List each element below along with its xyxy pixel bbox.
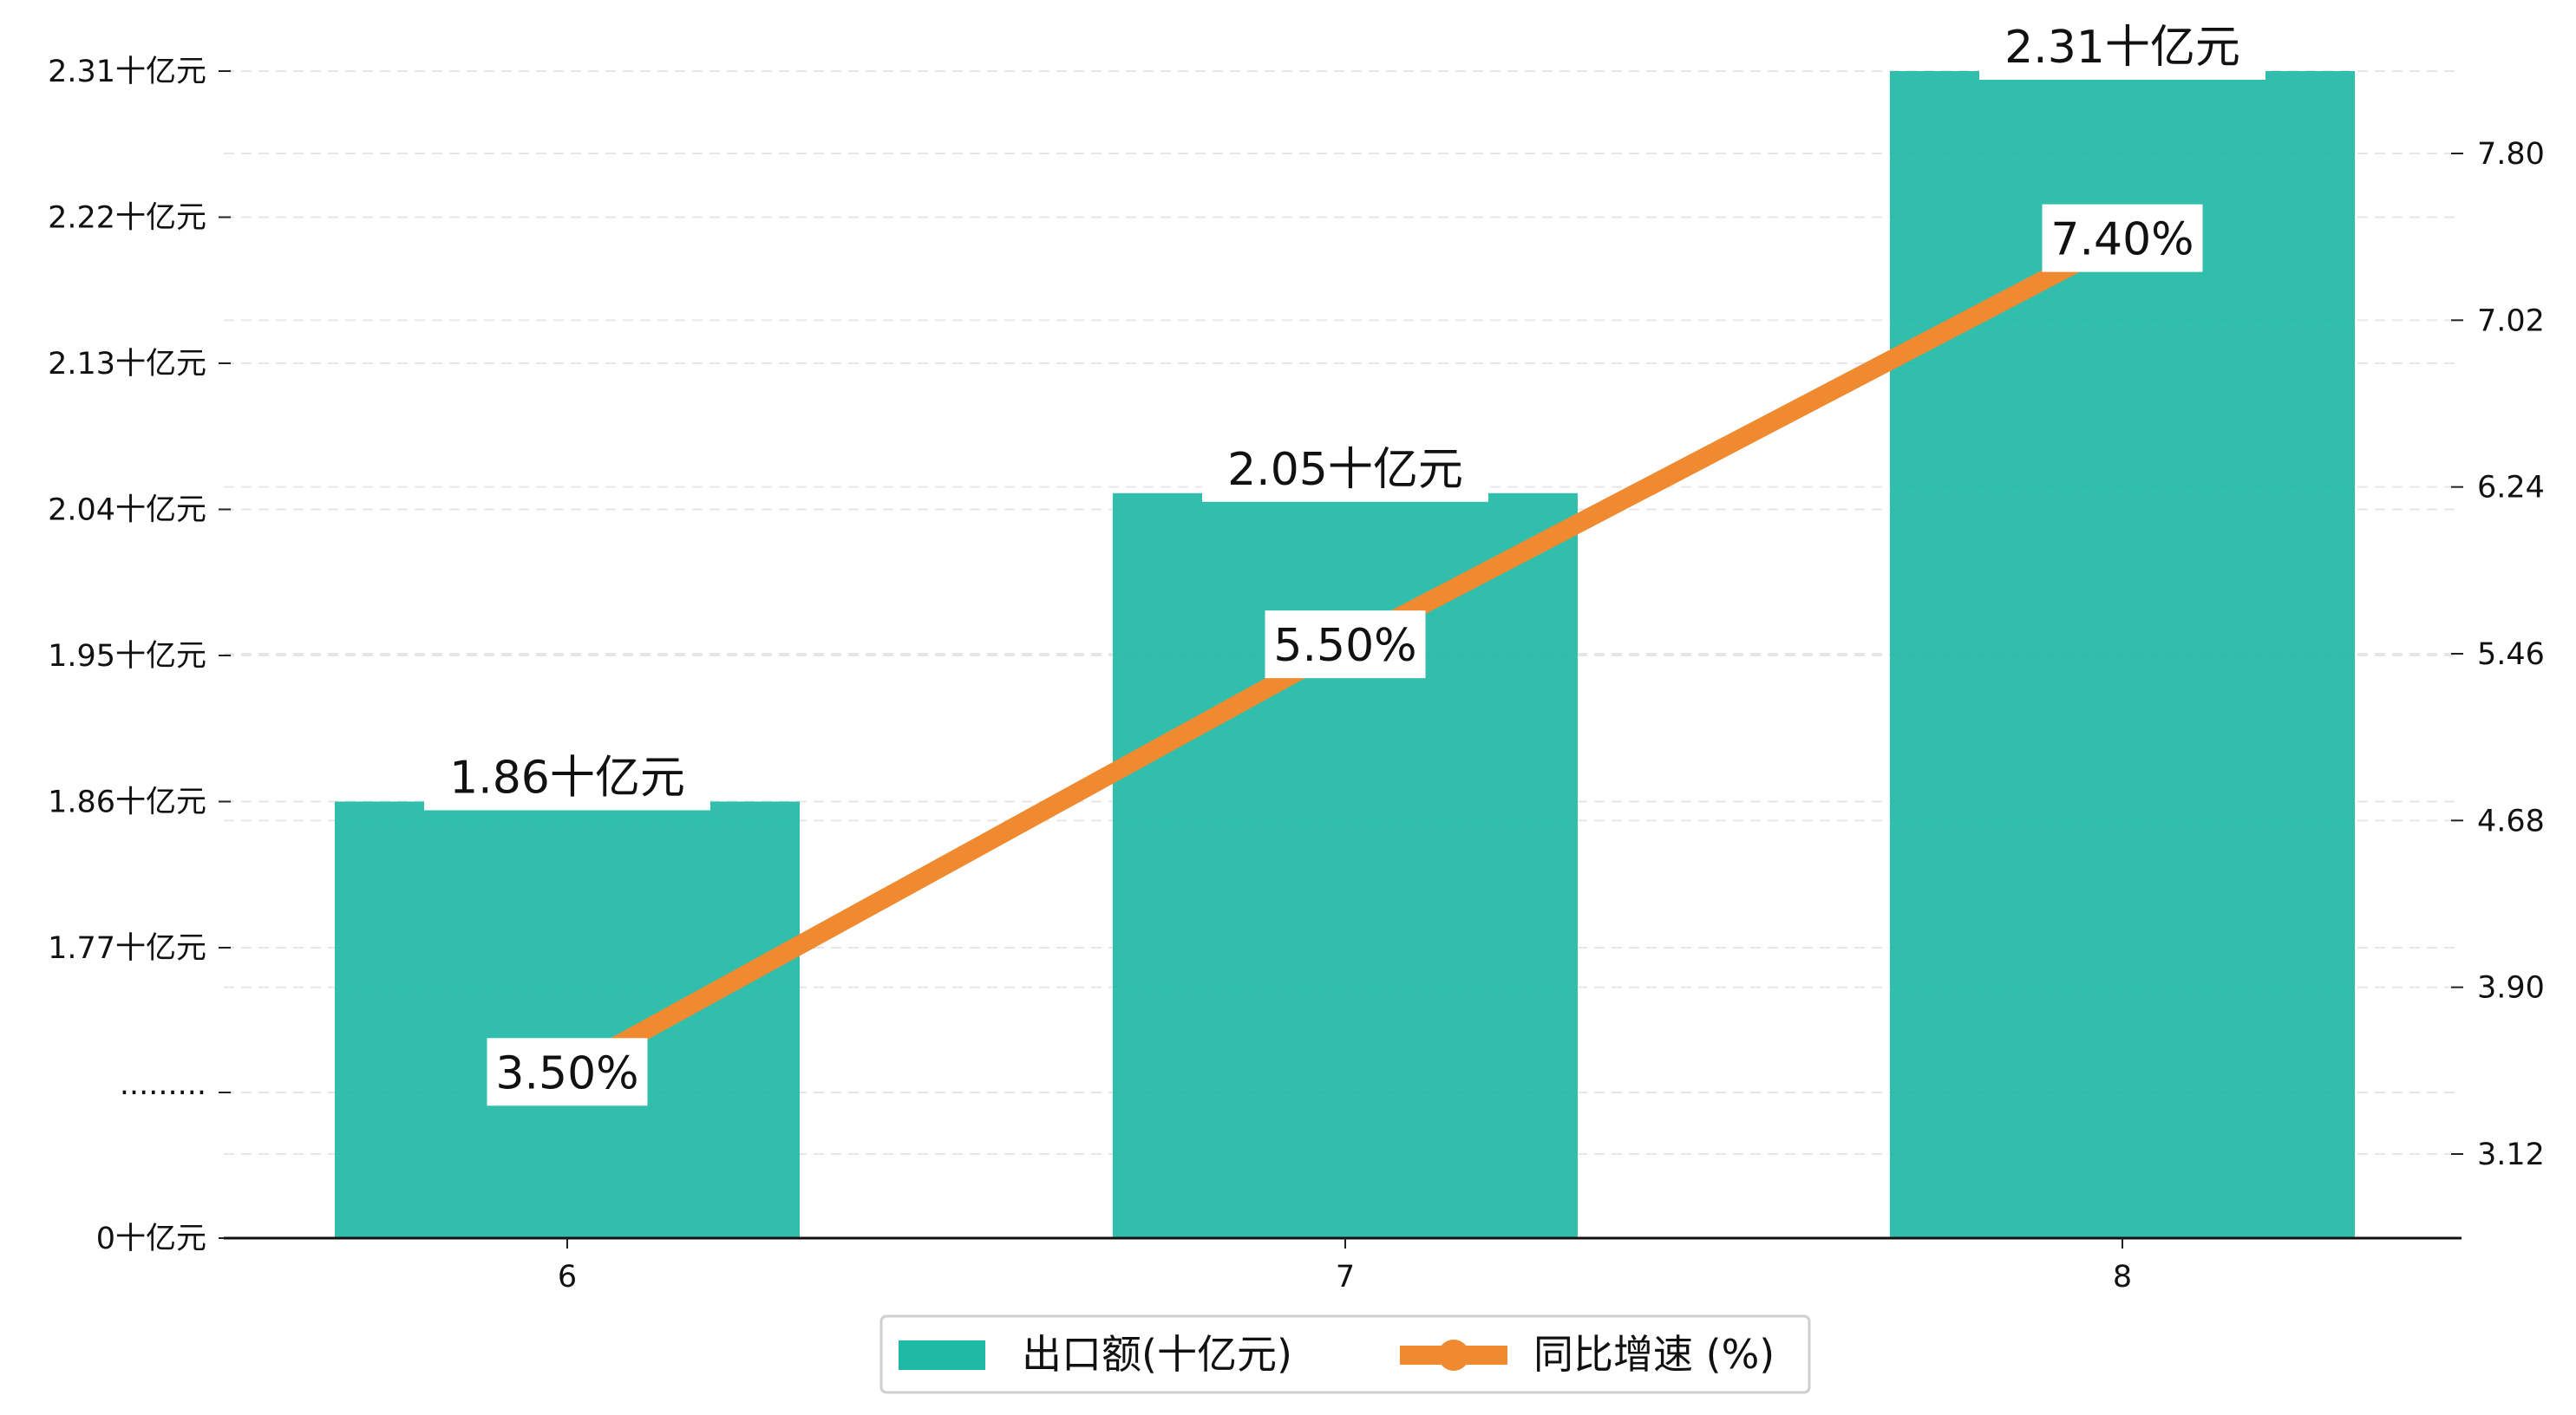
x-tick-label: 7 bbox=[1336, 1260, 1355, 1294]
legend-swatch-bar bbox=[899, 1340, 985, 1370]
bar-value-label-box bbox=[1979, 12, 2265, 80]
x-tick-label: 8 bbox=[2113, 1260, 2132, 1294]
left-tick-label: 1.95十亿元 bbox=[48, 639, 206, 674]
right-tick-label: 3.90 bbox=[2477, 971, 2545, 1006]
line-value-label: 5.50% bbox=[1273, 620, 1416, 672]
legend-label-line: 同比增速 (%) bbox=[1533, 1331, 1775, 1378]
legend-box bbox=[879, 1314, 1811, 1394]
line-value-label: 7.40% bbox=[2050, 214, 2194, 266]
line-value-label-box bbox=[1265, 610, 1426, 679]
left-tick-label: 1.86十亿元 bbox=[48, 786, 206, 820]
line-value-label-box bbox=[487, 1038, 648, 1106]
x-tick-label: 6 bbox=[558, 1260, 577, 1294]
legend: 出口额(十亿元) 同比增速 (%) bbox=[879, 1314, 1811, 1394]
bar bbox=[335, 801, 800, 1238]
legend-label-bar: 出口额(十亿元) bbox=[1022, 1331, 1292, 1378]
right-tick-label: 3.12 bbox=[2477, 1138, 2545, 1172]
line-value-label: 3.50% bbox=[495, 1047, 638, 1099]
bar-value-label: 1.86十亿元 bbox=[449, 753, 685, 805]
bar-value-label-box bbox=[1202, 434, 1488, 502]
left-tick-label: 2.22十亿元 bbox=[48, 201, 206, 236]
left-tick-label: 2.13十亿元 bbox=[48, 347, 206, 381]
left-tick-label: 2.31十亿元 bbox=[48, 55, 206, 89]
bar-value-label: 2.31十亿元 bbox=[2004, 22, 2240, 74]
legend-swatch-marker bbox=[1438, 1340, 1469, 1371]
right-tick-label: 4.68 bbox=[2477, 804, 2545, 838]
bar-value-label-box bbox=[424, 742, 710, 811]
right-tick-label: 6.24 bbox=[2477, 471, 2545, 505]
bar-series bbox=[335, 71, 2355, 1238]
axes: 0十亿元 ········· 1.77十亿元 1.86十亿元 1.95十亿元 2.04十亿… bbox=[48, 55, 2545, 1294]
left-tick-label: 2.04十亿元 bbox=[48, 493, 206, 528]
left-tick-label: 1.77十亿元 bbox=[48, 931, 206, 966]
left-tick-label: 0十亿元 bbox=[96, 1222, 206, 1256]
right-tick-label: 5.46 bbox=[2477, 637, 2545, 672]
right-tick-label: 7.80 bbox=[2477, 137, 2545, 172]
right-tick-label: 7.02 bbox=[2477, 303, 2545, 338]
bar bbox=[1113, 492, 1578, 1238]
line-value-label-box bbox=[2042, 204, 2203, 272]
left-tick-label: ········· bbox=[120, 1076, 206, 1111]
data-labels: 1.86十亿元 2.05十亿元 2.31十亿元 3.50% 5.50% 7.40% bbox=[424, 12, 2265, 1106]
bar-value-label: 2.05十亿元 bbox=[1227, 444, 1463, 496]
